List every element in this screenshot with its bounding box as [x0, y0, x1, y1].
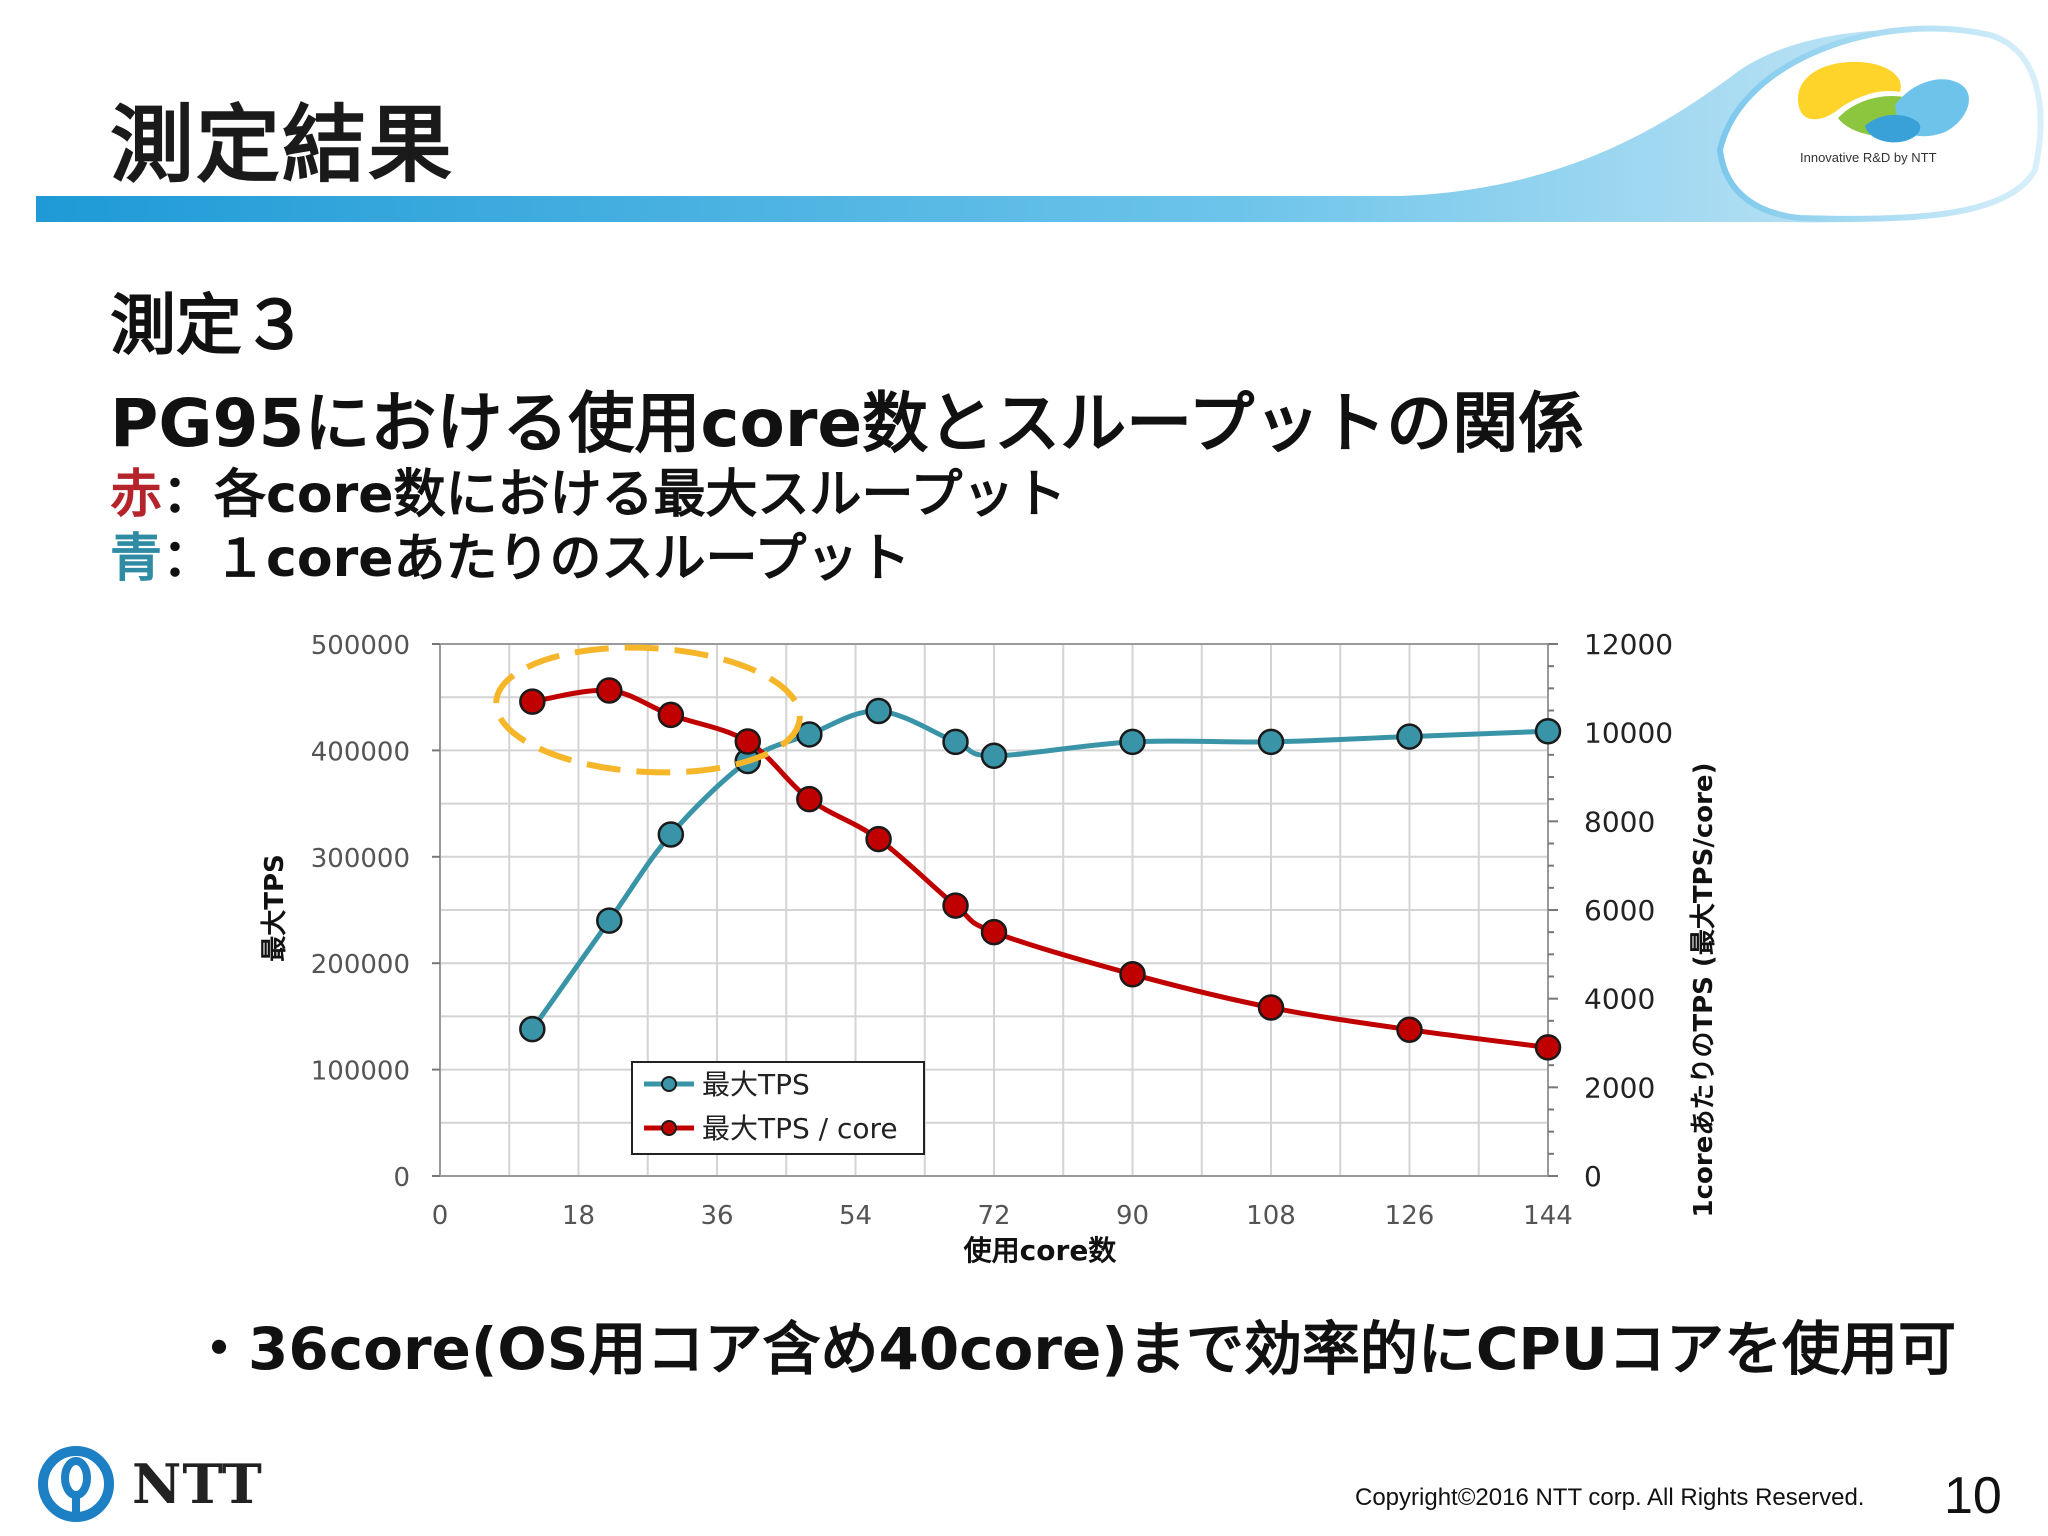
red-series-explanation: 赤：各core数における最大スループット [110, 452, 1066, 527]
y2-tick-label: 0 [1584, 1160, 1602, 1193]
red-label: 赤 [110, 465, 163, 525]
data-point-tps-per-core [657, 701, 685, 729]
y-tick-label: 300000 [311, 844, 410, 874]
series-line-max-tps [530, 708, 1549, 1031]
legend-marker-red [661, 1120, 677, 1136]
data-point-max-tps [657, 821, 685, 848]
y-tick-label: 0 [393, 1163, 410, 1193]
data-point-tps-per-core [519, 688, 546, 715]
y2-tick-label: 6000 [1584, 894, 1655, 927]
x-tick-label: 72 [977, 1201, 1010, 1231]
blue-series-explanation: 青：１coreあたりのスループット [110, 516, 910, 591]
blue-label: 青 [110, 529, 163, 589]
data-point-max-tps [796, 721, 823, 748]
y-tick-label: 400000 [311, 737, 410, 767]
data-point-max-tps [596, 907, 623, 934]
left-axis-ticks: 0 100000 200000 300000 400000 500000 [311, 631, 440, 1193]
data-point-max-tps [1396, 723, 1423, 750]
y-tick-label: 200000 [311, 950, 410, 980]
legend-box [631, 1061, 925, 1155]
y2-tick-label: 10000 [1584, 717, 1673, 750]
x-tick-label: 126 [1385, 1201, 1435, 1231]
highlight-ellipse [493, 644, 803, 776]
x-tick-label: 108 [1246, 1201, 1296, 1231]
data-point-max-tps [980, 742, 1008, 769]
data-point-tps-per-core [1119, 961, 1146, 988]
ntt-brand-logo [1798, 61, 1969, 143]
data-point-tps-per-core [1396, 1016, 1423, 1043]
x-tick-label: 54 [839, 1201, 872, 1231]
x-tick-label: 18 [562, 1201, 595, 1231]
data-point-max-tps [942, 728, 969, 756]
data-point-tps-per-core [596, 677, 623, 704]
data-point-tps-per-core [865, 825, 892, 853]
page-number: 10 [1944, 1467, 2002, 1525]
slide-title: 測定結果 [110, 96, 455, 194]
subtitle-description: PG95における使用core数とスループットの関係 [110, 385, 1585, 462]
legend-label-max-tps: 最大TPS [702, 1068, 810, 1101]
conclusion-bullet: ・36core(OS用コア含め40core)まで効率的にCPUコアを使用可 [190, 1315, 1957, 1383]
data-point-tps-per-core [942, 892, 969, 919]
data-point-tps-per-core [980, 918, 1008, 946]
ntt-logo-icon [38, 1446, 114, 1522]
x-tick-label: 0 [432, 1201, 449, 1231]
x-tick-label: 90 [1116, 1201, 1149, 1231]
y2-tick-label: 4000 [1584, 983, 1655, 1016]
subtitle-measurement: 測定３ [110, 287, 308, 364]
legend-marker-teal [661, 1076, 677, 1092]
data-point-max-tps [1257, 728, 1285, 756]
copyright-notice: Copyright©2016 NTT corp. All Rights Rese… [1355, 1484, 1865, 1511]
data-point-tps-per-core [1257, 994, 1285, 1021]
data-point-max-tps [519, 1015, 546, 1043]
data-point-max-tps [865, 697, 892, 725]
ntt-logo-text: NTT [132, 1452, 263, 1516]
data-point-max-tps [1534, 717, 1562, 745]
data-point-tps-per-core [796, 785, 823, 813]
blue-explanation-text: ：１coreあたりのスループット [162, 529, 911, 589]
y-axis-label: 最大TPS [260, 854, 290, 962]
data-point-max-tps [1119, 728, 1146, 756]
legend-label-tps-per-core: 最大TPS / core [702, 1112, 898, 1145]
chart-series [519, 677, 1562, 1061]
header-decoration [36, 25, 2044, 223]
series-line-tps-per-core [531, 687, 1549, 1050]
y-tick-label: 100000 [311, 1057, 410, 1087]
brand-tagline: Innovative R&D by NTT [1800, 150, 1937, 165]
right-axis-ticks: 0 2000 4000 6000 8000 10000 12000 [1548, 628, 1673, 1193]
y2-tick-label: 12000 [1584, 628, 1673, 661]
x-tick-label: 144 [1523, 1201, 1573, 1231]
data-point-tps-per-core [1534, 1034, 1562, 1061]
chart-legend: 最大TPS 最大TPS / core [631, 1061, 925, 1155]
x-axis-label: 使用core数 [963, 1234, 1118, 1267]
x-axis-ticks: 0 18 36 54 72 90 108 126 144 [432, 1201, 1573, 1231]
y2-axis-label: 1coreあたりのTPS (最大TPS/core) [1689, 763, 1719, 1218]
y2-tick-label: 8000 [1584, 805, 1655, 838]
data-point-tps-per-core [734, 728, 762, 755]
red-explanation-text: ：各core数における最大スループット [162, 465, 1067, 525]
x-tick-label: 36 [700, 1201, 733, 1231]
y2-tick-label: 2000 [1584, 1071, 1655, 1104]
y-tick-label: 500000 [311, 631, 410, 661]
